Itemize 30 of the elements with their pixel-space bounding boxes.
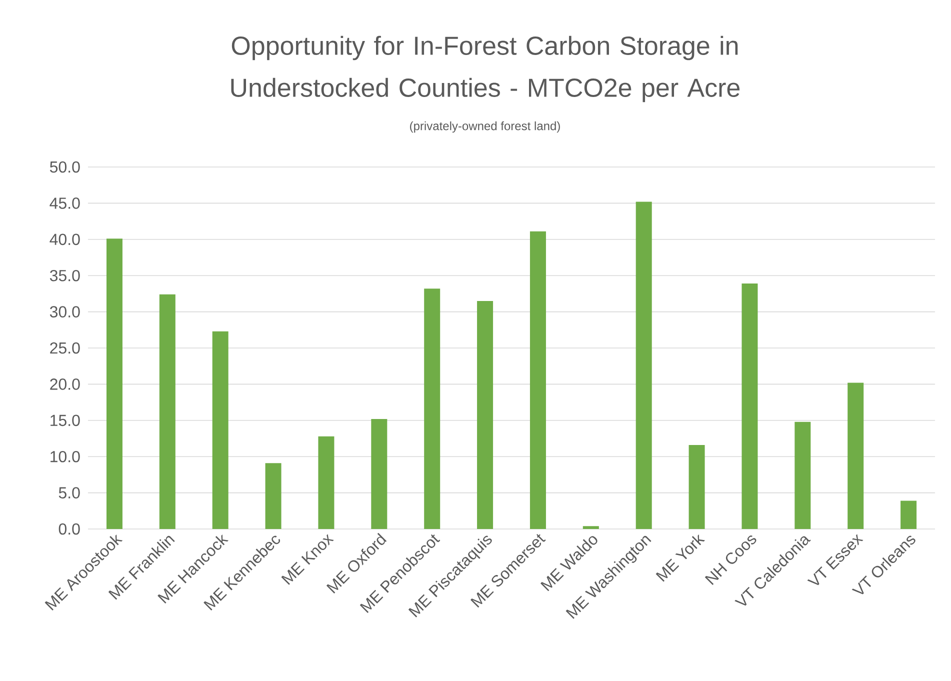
bar: [212, 331, 228, 529]
bar: [848, 382, 864, 529]
bar: [794, 422, 811, 529]
bar: [371, 418, 388, 529]
bar: [106, 238, 122, 529]
y-tick-label: 35.0: [50, 270, 80, 282]
y-tick-label: 5.0: [58, 487, 80, 498]
x-tick-label: ME York: [656, 534, 705, 582]
bar: [688, 445, 705, 529]
y-tick-label: 25.0: [50, 342, 80, 354]
y-tick-label: 20.0: [50, 378, 80, 390]
y-tick-label: 40.0: [50, 234, 80, 246]
bar: [477, 300, 494, 529]
y-tick-label: 50.0: [50, 161, 80, 173]
chart-title: Opportunity for In-Forest Carbon Storage in Understocked Counties - MTCO2e per Acre: [231, 36, 740, 102]
bar: [265, 463, 282, 529]
bar: [159, 294, 176, 529]
y-tick-label: 45.0: [50, 198, 80, 209]
y-tick-label: 10.0: [50, 450, 80, 462]
y-tick-label: 15.0: [50, 414, 80, 426]
bar: [636, 202, 652, 529]
bar: [318, 436, 334, 529]
y-tick-label: 0.0: [58, 523, 80, 535]
bar: [424, 288, 440, 529]
bar: [742, 284, 758, 529]
bar: [582, 526, 599, 529]
y-tick-label: 30.0: [50, 306, 80, 318]
bar: [530, 231, 546, 529]
chart-subtitle: (privately-owned forest land): [410, 121, 560, 133]
bar: [900, 500, 917, 529]
